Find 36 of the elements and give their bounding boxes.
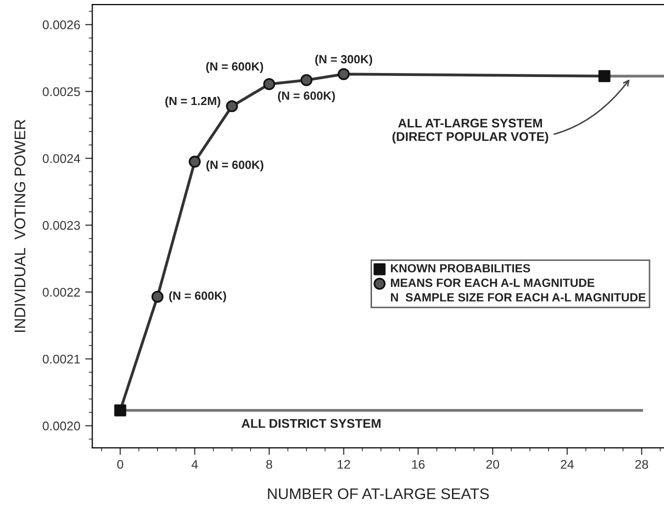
x-tick-label: 12 [338,460,350,469]
y-tick-label: 0.0021 [42,354,80,364]
x-tick-label: 0 [117,460,124,469]
y-tick-label: 0.0022 [42,288,80,297]
point [263,78,276,90]
x-tick-label: 8 [266,460,272,469]
point [226,100,238,112]
legend-label: MEANS FOR EACH A-L MAGNITUDE [390,278,594,287]
x-tick-label: 24 [560,460,574,469]
y-tick-label: 0.0020 [42,422,80,430]
y-tick-label: 0.0025 [42,87,80,96]
point [598,70,610,82]
annotation: (N = 600K) [169,291,226,302]
annotation: (N = 600K) [278,91,335,102]
x-tick-label: 4 [192,460,198,469]
x-tick-label: 16 [412,460,425,469]
y-axis-title: INDIVIDUAL VOTING POWER [14,120,26,332]
annotation: (N = 1.2M) [165,96,220,108]
x-tick-label: 28 [635,460,648,469]
annotation: (N = 300K) [315,54,372,66]
y-tick-label: 0.0026 [42,20,80,30]
point [300,74,312,86]
x-axis-title: NUMBER OF AT-LARGE SEATS [268,488,489,500]
annotation: ALL DISTRICT SYSTEM [242,419,380,428]
annotation: ALL AT-LARGE SYSTEM (DIRECT POPULAR VOTE) [392,118,548,144]
annotation: (N = 600K) [206,62,264,73]
legend-label: KNOWN PROBABILITIES [390,264,530,272]
y-tick-label: 0.0023 [42,220,80,230]
point [151,290,164,303]
annotation: N SAMPLE SIZE FOR EACH A-L MAGNITUDE [390,293,646,302]
y-tick-label: 0.0024 [42,154,80,163]
point [114,404,126,416]
annotation: (N = 600K) [206,160,264,172]
x-tick-label: 20 [486,460,500,469]
point [338,68,350,80]
point [188,156,201,168]
